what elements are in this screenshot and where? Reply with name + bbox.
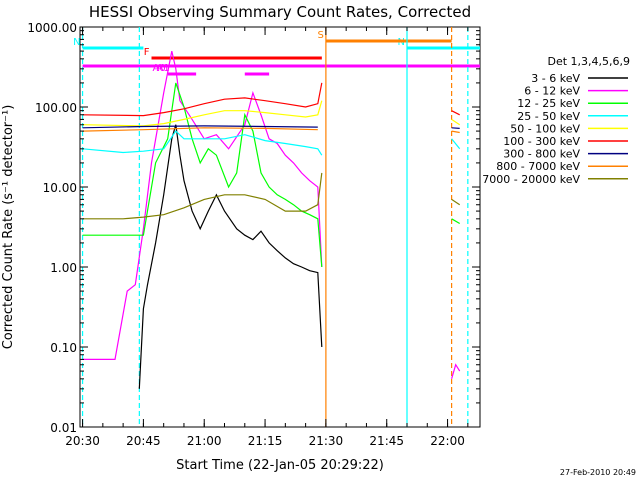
plot-frame bbox=[79, 26, 481, 428]
footer-timestamp: 27-Feb-2010 20:49 bbox=[560, 468, 636, 477]
legend-entry-label: 7000 - 20000 keV bbox=[482, 173, 580, 186]
flag-label: S bbox=[318, 30, 324, 41]
series-line bbox=[451, 130, 460, 134]
x-tick-label: 21:15 bbox=[248, 434, 283, 448]
series-line bbox=[82, 130, 323, 156]
y-tick-label: 10.00 bbox=[43, 181, 77, 195]
y-axis-ticks: 1000.00 100.00 10.00 1.00 0.10 0.01 bbox=[27, 21, 480, 435]
y-tick-label: 1000.00 bbox=[27, 21, 77, 35]
series-line bbox=[82, 82, 323, 117]
legend-entry-label: 25 - 50 keV bbox=[517, 110, 580, 123]
legend-entry-label: 12 - 25 keV bbox=[517, 97, 580, 110]
y-tick-label: 0.01 bbox=[50, 421, 77, 435]
y-tick-label: 100.00 bbox=[35, 101, 77, 115]
chart-title: HESSI Observing Summary Count Rates, Cor… bbox=[89, 3, 471, 21]
y-tick-label: 0.10 bbox=[50, 341, 77, 355]
legend-entry-label: 100 - 300 keV bbox=[503, 135, 580, 148]
legend-entry-label: 300 - 800 keV bbox=[503, 148, 580, 161]
series-lines bbox=[82, 50, 461, 389]
x-tick-label: 21:45 bbox=[369, 434, 404, 448]
legend-entry-label: 50 - 100 keV bbox=[510, 122, 580, 135]
series-line bbox=[138, 124, 323, 389]
x-tick-label: 20:45 bbox=[126, 434, 161, 448]
series-line bbox=[451, 363, 461, 379]
flag-label: N bbox=[73, 37, 80, 48]
x-axis-ticks: 20:30 20:45 21:00 21:15 21:30 21:45 22:00 bbox=[65, 27, 469, 448]
flag-label: F bbox=[144, 47, 150, 58]
x-tick-label: 21:00 bbox=[187, 434, 222, 448]
legend-entry-label: 3 - 6 keV bbox=[531, 72, 580, 85]
legend-entry-label: 800 - 7000 keV bbox=[496, 160, 580, 173]
series-line bbox=[451, 138, 461, 150]
flag-bars: NNFSA0A1 bbox=[73, 30, 480, 76]
x-tick-label: 21:30 bbox=[309, 434, 344, 448]
flag-label: A1 bbox=[157, 63, 170, 74]
series-line bbox=[451, 218, 461, 225]
series-line bbox=[82, 125, 318, 129]
series-line bbox=[82, 127, 318, 132]
series-line bbox=[451, 198, 461, 206]
x-tick-label: 22:00 bbox=[430, 434, 465, 448]
series-line bbox=[451, 127, 460, 129]
legend-title: Det 1,3,4,5,6,9 bbox=[547, 55, 630, 68]
series-line bbox=[82, 100, 323, 127]
flag-label: A0 bbox=[153, 63, 166, 74]
x-axis-label: Start Time (22-Jan-05 20:29:22) bbox=[176, 458, 384, 473]
series-line bbox=[82, 172, 323, 220]
series-line bbox=[82, 82, 323, 268]
y-axis-label: Corrected Count Rate (s⁻¹ detector⁻¹) bbox=[1, 105, 16, 350]
y-tick-label: 1.00 bbox=[50, 261, 77, 275]
series-line bbox=[451, 118, 461, 126]
series-line bbox=[82, 50, 323, 360]
series-line bbox=[451, 110, 460, 116]
legend-entry-label: 6 - 12 keV bbox=[524, 85, 580, 98]
x-tick-label: 20:30 bbox=[65, 434, 100, 448]
vertical-markers bbox=[81, 27, 469, 427]
